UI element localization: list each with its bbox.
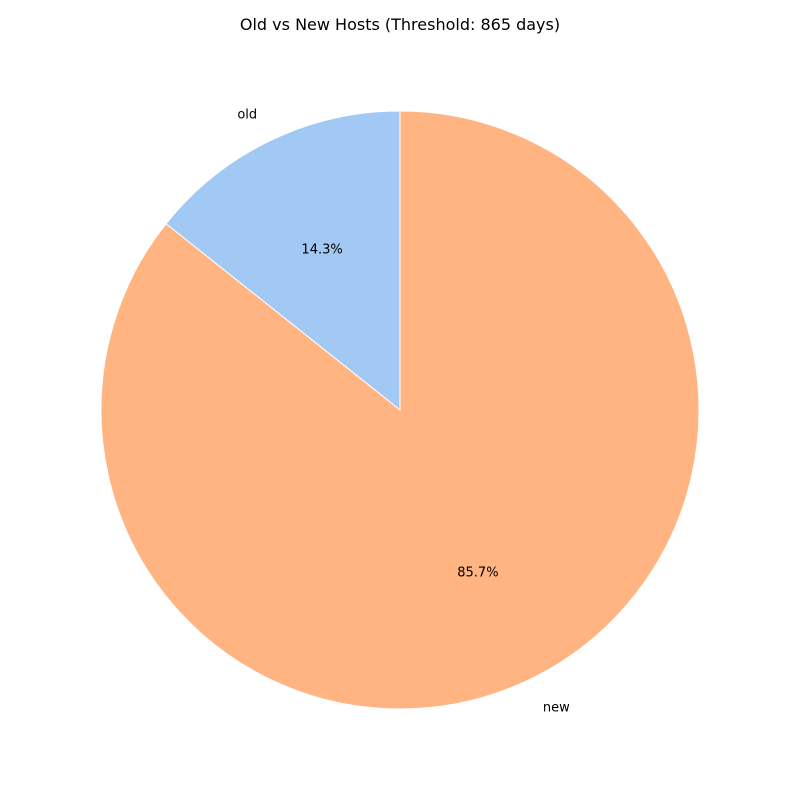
- pie-slice-old: [165, 110, 401, 412]
- slice-label-old: old: [237, 108, 257, 123]
- pie-slice-new: [100, 110, 700, 710]
- pie-slices: [100, 110, 700, 710]
- chart-title: Old vs New Hosts (Threshold: 865 days): [240, 15, 560, 34]
- pie-labels: old 14.3% new 85.7%: [237, 108, 570, 716]
- slice-label-new: new: [543, 700, 570, 715]
- slice-percent-old: 14.3%: [301, 242, 342, 257]
- slice-percent-new: 85.7%: [457, 566, 498, 581]
